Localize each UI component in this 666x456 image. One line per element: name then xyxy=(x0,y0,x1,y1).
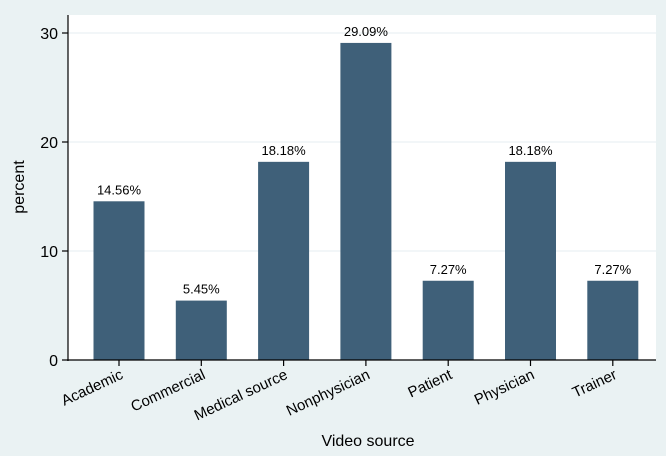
y-tick-label: 20 xyxy=(40,135,58,152)
value-labels: 14.56% 5.45% 18.18% 29.09% 7.27% 18.18% 7.27% xyxy=(97,24,632,297)
y-tick-label: 30 xyxy=(40,26,58,43)
bar xyxy=(505,161,556,360)
y-axis-title: percent xyxy=(11,160,28,214)
bar xyxy=(175,300,227,360)
bar xyxy=(340,42,392,360)
bar-value-label: 7.27% xyxy=(430,262,467,277)
bars xyxy=(93,42,639,360)
bar-value-label: 29.09% xyxy=(344,24,389,39)
bar-value-label: 18.18% xyxy=(262,143,307,158)
bar xyxy=(422,280,474,360)
x-tick-label: Trainer xyxy=(570,366,620,401)
x-tick-label: Physician xyxy=(472,366,537,409)
x-tick-label: Nonphysician xyxy=(284,366,373,419)
bar-value-label: 5.45% xyxy=(183,282,220,297)
bar-value-label: 7.27% xyxy=(594,262,631,277)
y-tick-label: 10 xyxy=(40,244,58,261)
bar xyxy=(587,280,639,360)
bar xyxy=(258,161,310,360)
bar xyxy=(93,201,145,360)
bar-value-label: 18.18% xyxy=(508,143,553,158)
x-tick-label: Academic xyxy=(59,366,126,409)
bar-value-label: 14.56% xyxy=(97,182,142,197)
y-tick-label: 0 xyxy=(49,353,58,370)
x-tick-label: Medical source xyxy=(192,366,291,424)
y-axis-ticks: 0 10 20 30 xyxy=(40,26,68,370)
x-tick-label: Patient xyxy=(405,366,455,401)
x-axis-title: Video source xyxy=(321,433,414,450)
